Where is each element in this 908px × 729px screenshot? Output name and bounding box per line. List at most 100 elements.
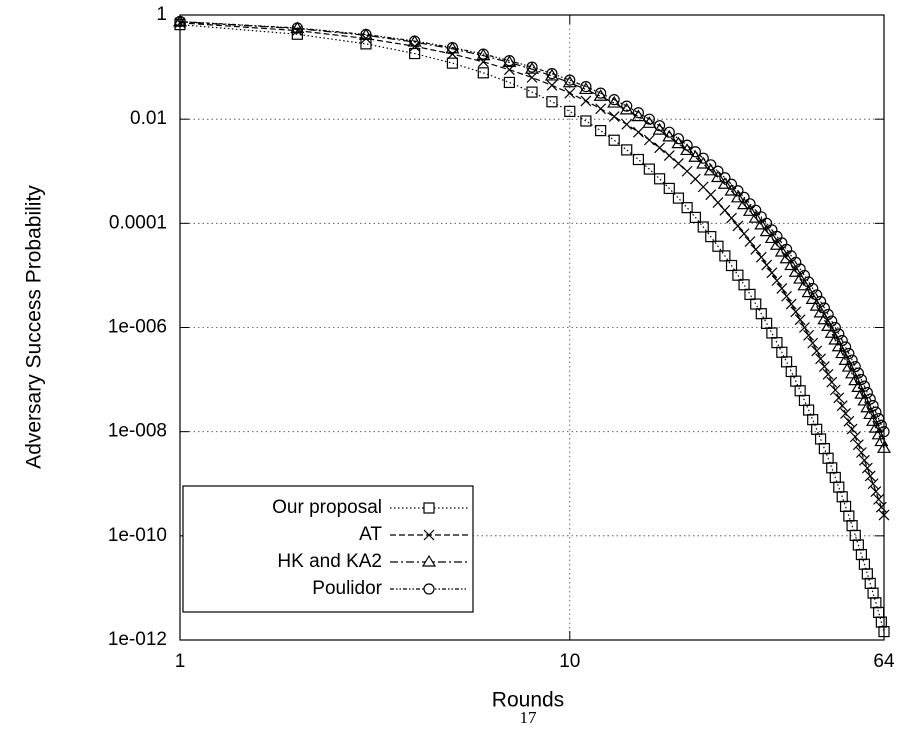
marker [409, 47, 421, 60]
marker [672, 133, 685, 145]
marker [621, 144, 633, 156]
marker [526, 72, 538, 83]
marker [846, 423, 858, 435]
x-tick-label: 10 [559, 651, 580, 672]
marker [608, 134, 620, 146]
marker [771, 275, 783, 287]
marker [776, 283, 788, 294]
marker [803, 329, 815, 341]
marker [866, 414, 881, 426]
marker [761, 259, 773, 271]
marker [608, 94, 620, 106]
marker [794, 314, 806, 326]
marker [653, 173, 666, 185]
marker [712, 240, 724, 252]
legend-label: Poulidor [312, 578, 382, 599]
marker [712, 165, 724, 177]
marker [705, 231, 717, 243]
marker [849, 360, 861, 373]
marker [632, 153, 645, 166]
marker [838, 353, 853, 365]
marker [689, 211, 701, 223]
marker [291, 28, 303, 40]
marker [725, 259, 738, 272]
marker [580, 95, 592, 107]
marker [593, 89, 608, 101]
marker [580, 80, 592, 93]
marker [621, 118, 633, 130]
marker [564, 74, 576, 86]
marker [642, 116, 657, 128]
marker [818, 361, 830, 372]
marker [871, 427, 886, 440]
marker [697, 152, 709, 164]
marker [423, 583, 435, 595]
marker [843, 415, 855, 427]
marker [423, 502, 435, 514]
marker [855, 447, 867, 458]
marker [870, 486, 882, 497]
marker [725, 178, 738, 190]
marker [738, 191, 750, 203]
marker [732, 185, 744, 197]
marker [503, 76, 515, 89]
marker [526, 61, 538, 73]
marker [771, 336, 783, 349]
marker [172, 14, 188, 27]
marker [607, 95, 622, 108]
marker [750, 298, 762, 310]
legend-label: Our proposal [272, 497, 382, 518]
marker [719, 172, 731, 184]
marker [730, 190, 745, 203]
series-line [179, 22, 885, 516]
x-tick-label: 1 [175, 651, 186, 672]
marker [857, 393, 872, 406]
marker [446, 41, 459, 54]
marker [663, 150, 675, 161]
marker [717, 177, 732, 189]
x-axis-label: Rounds [492, 689, 564, 712]
marker [836, 400, 848, 412]
marker [608, 111, 620, 123]
marker [672, 158, 684, 169]
marker [841, 359, 856, 372]
marker [546, 79, 558, 91]
marker [852, 439, 864, 451]
marker [807, 282, 819, 295]
marker [737, 197, 752, 210]
marker [848, 373, 863, 386]
marker [805, 292, 820, 304]
marker [503, 55, 515, 67]
marker [764, 231, 779, 244]
marker [409, 35, 421, 47]
marker [681, 139, 693, 151]
y-tick-label: 1e-008 [108, 421, 167, 442]
marker [477, 48, 489, 60]
marker [697, 221, 709, 233]
marker [759, 224, 774, 237]
marker [793, 271, 808, 284]
plot-frame [179, 14, 885, 641]
marker [291, 22, 303, 34]
marker [681, 202, 693, 214]
marker [822, 368, 834, 380]
marker [799, 322, 810, 333]
marker [803, 276, 815, 288]
marker [766, 327, 778, 339]
marker [864, 393, 876, 405]
marker [742, 204, 758, 216]
marker [653, 120, 666, 132]
marker [769, 238, 784, 250]
marker [719, 204, 731, 216]
marker [423, 529, 435, 541]
y-tick-label: 0.01 [130, 108, 167, 129]
marker [724, 183, 739, 196]
marker [870, 406, 882, 418]
marker [864, 470, 876, 482]
marker [851, 380, 866, 392]
marker [421, 554, 437, 567]
marker [564, 105, 576, 117]
y-tick-label: 0.0001 [109, 212, 167, 233]
marker [854, 386, 869, 399]
